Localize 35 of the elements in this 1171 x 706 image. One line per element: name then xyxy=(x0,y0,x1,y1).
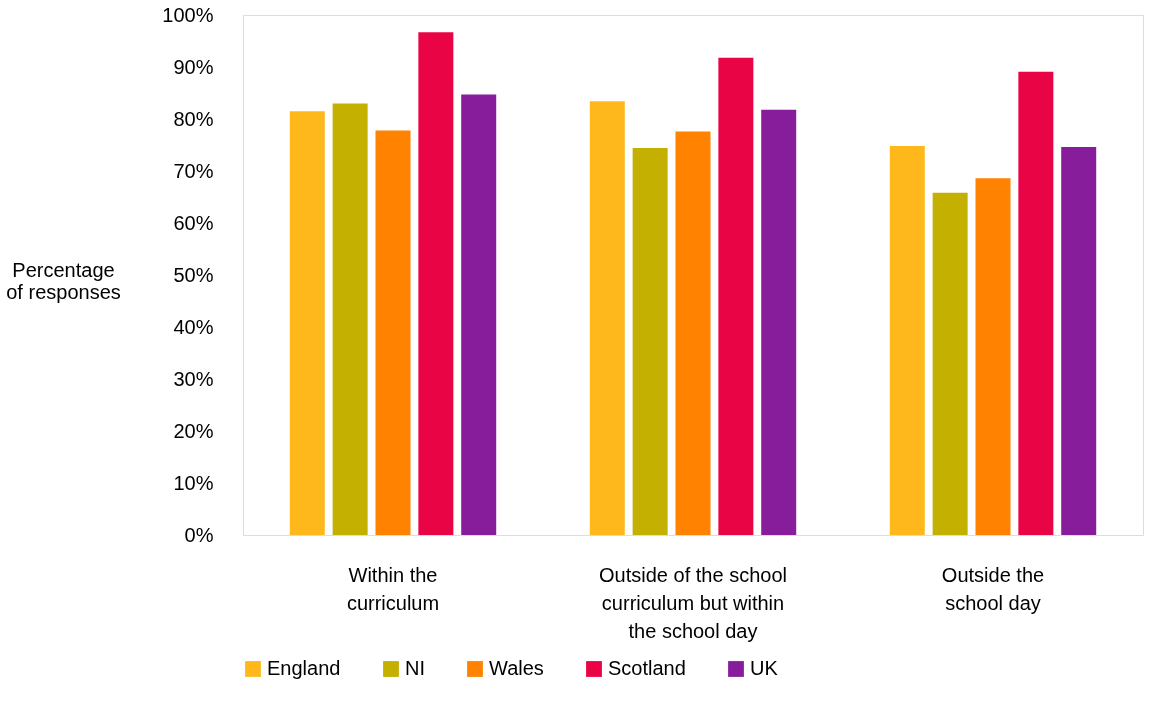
bar xyxy=(418,32,454,535)
bar xyxy=(889,146,925,535)
legend-label: NI xyxy=(405,657,425,679)
y-tick-label: 80% xyxy=(173,107,214,130)
bar xyxy=(975,178,1011,535)
legend-label: Wales xyxy=(489,657,544,679)
y-axis-title: Percentage of responses xyxy=(6,258,121,303)
legend-label: UK xyxy=(750,657,779,679)
bar xyxy=(632,148,668,535)
legend-label: Scotland xyxy=(608,657,686,679)
bar xyxy=(289,111,325,535)
bar xyxy=(675,131,711,535)
bar xyxy=(718,57,754,535)
y-tick-label: 90% xyxy=(173,55,214,78)
y-tick-label: 10% xyxy=(173,471,214,494)
x-tick-label: Outside of the school curriculum but within the school day xyxy=(599,563,787,642)
bar xyxy=(589,101,625,535)
bar xyxy=(461,94,497,535)
y-tick-label: 100% xyxy=(162,3,214,26)
bar xyxy=(375,130,411,535)
y-tick-label: 60% xyxy=(173,211,214,234)
bar xyxy=(332,103,368,535)
y-tick-label: 50% xyxy=(173,263,214,286)
y-tick-label: 30% xyxy=(173,367,214,390)
y-tick-label: 20% xyxy=(173,419,214,442)
x-tick-label: Outside the school day xyxy=(941,563,1045,614)
bar xyxy=(1061,147,1097,535)
x-tick-label: Within the curriculum xyxy=(346,563,440,614)
y-tick-label: 0% xyxy=(184,523,214,546)
y-tick-label: 70% xyxy=(173,159,214,182)
bar xyxy=(761,109,797,535)
y-tick-label: 40% xyxy=(173,315,214,338)
bar xyxy=(1018,71,1054,535)
bar xyxy=(932,192,968,535)
legend-label: England xyxy=(267,657,341,679)
